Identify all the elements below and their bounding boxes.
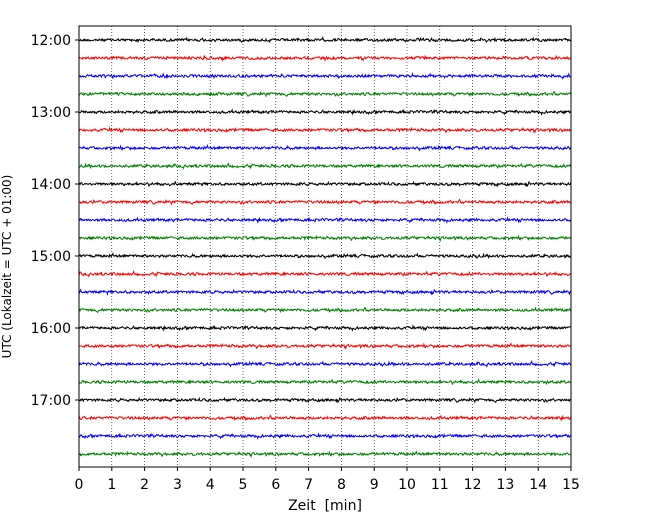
x-axis-label: Zeit [min] — [288, 498, 362, 514]
y-axis-ticks: 12:00 13:00 14:00 15:00 16:00 17:00 — [31, 33, 79, 409]
trace-1230 — [78, 72, 572, 80]
x-tick-label: 7 — [304, 477, 313, 493]
y-axis-label: UTC (Lokalzeit = UTC + 01:00) — [0, 175, 14, 359]
trace-1430 — [78, 216, 572, 224]
trace-1515 — [78, 270, 572, 278]
trace-1200 — [78, 35, 572, 44]
trace-1630 — [78, 360, 572, 368]
x-tick-label: 1 — [107, 477, 116, 493]
x-tick-label: 15 — [562, 477, 580, 493]
trace-1415 — [78, 198, 572, 206]
x-tick-label: 2 — [140, 477, 149, 493]
trace-1730 — [78, 432, 572, 440]
y-tick-label: 13:00 — [31, 105, 71, 121]
trace-1245 — [78, 90, 572, 98]
trace-1700 — [78, 396, 572, 404]
trace-1345 — [78, 162, 572, 170]
x-tick-label: 4 — [206, 477, 215, 493]
x-tick-label: 6 — [271, 477, 280, 493]
trace-1330 — [78, 144, 572, 152]
trace-1315 — [78, 126, 572, 134]
trace-1645 — [78, 378, 572, 386]
trace-1600 — [78, 324, 572, 332]
trace-1445 — [78, 234, 572, 242]
trace-1400 — [78, 180, 572, 188]
trace-1615 — [78, 342, 572, 350]
y-tick-label: 14:00 — [31, 177, 71, 193]
trace-1545 — [78, 306, 572, 314]
x-tick-label: 11 — [431, 477, 449, 493]
x-tick-label: 14 — [529, 477, 547, 493]
seismic-traces — [78, 35, 572, 458]
x-axis-ticks: 0 1 2 3 4 5 6 7 8 9 10 11 12 13 14 15 — [75, 467, 580, 493]
trace-1530 — [78, 288, 572, 296]
x-tick-label: 12 — [464, 477, 482, 493]
x-tick-label: 5 — [239, 477, 248, 493]
y-tick-label: 12:00 — [31, 33, 71, 49]
x-tick-label: 10 — [398, 477, 416, 493]
x-tick-label: 8 — [337, 477, 346, 493]
x-tick-label: 9 — [370, 477, 379, 493]
x-tick-label: 0 — [75, 477, 84, 493]
trace-1745 — [78, 450, 572, 458]
y-tick-label: 17:00 — [31, 393, 71, 409]
plot-frame — [78, 25, 572, 468]
y-tick-label: 16:00 — [31, 321, 71, 337]
trace-1215 — [78, 54, 572, 63]
trace-1500 — [78, 252, 572, 260]
trace-1300 — [78, 108, 572, 116]
x-tick-label: 3 — [173, 477, 182, 493]
trace-1715 — [78, 414, 572, 422]
y-tick-label: 15:00 — [31, 249, 71, 265]
x-tick-label: 13 — [496, 477, 514, 493]
